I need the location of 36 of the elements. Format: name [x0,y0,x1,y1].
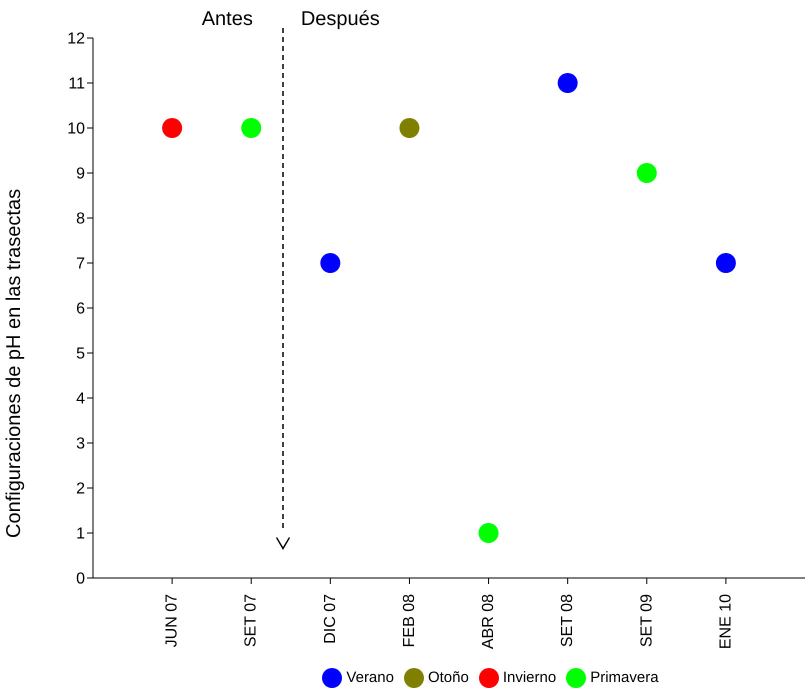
text: Antes [202,8,253,31]
point [558,73,578,93]
text: Después [300,8,380,31]
legend-label: Invierno [502,668,556,686]
x-tick-label: ABR 08 [480,594,498,650]
y-tick-label: 11 [68,76,86,93]
y-tick-label: 9 [76,166,86,183]
x-tick-label: SET 08 [559,594,576,648]
x-tick-label: SET 07 [242,594,260,648]
y-tick-label: 10 [67,120,86,138]
y-tick-label: 6 [76,300,86,318]
legend-label: Verano [346,668,394,686]
x-tick-label: FEB 08 [400,594,418,648]
x-tick-label: ENE 10 [717,594,734,650]
y-axis-title: Configuraciones de pH en las trasectas [3,188,26,538]
point [478,523,499,543]
point [716,253,736,273]
x-tick-label: DIC 07 [322,594,339,644]
y-tick-label: 2 [76,480,86,498]
point [320,253,340,273]
y-tick-label: 0 [76,570,86,588]
point [399,118,420,138]
x-tick-label: SET 09 [638,594,656,648]
legend-label: Otoño [428,668,469,686]
y-tick-label: 4 [76,390,86,408]
point [636,163,657,183]
x-tick-label: JUN 07 [164,594,181,648]
point [241,118,262,138]
y-tick-label: 12 [67,30,86,48]
y-tick-label: 7 [76,256,86,273]
y-tick-label: 8 [76,210,86,228]
y-tick-label: 5 [76,346,86,363]
y-tick-label: 3 [76,436,86,453]
point [162,118,182,138]
y-tick-label: 1 [76,526,86,543]
legend-label: Primavera [590,668,659,686]
